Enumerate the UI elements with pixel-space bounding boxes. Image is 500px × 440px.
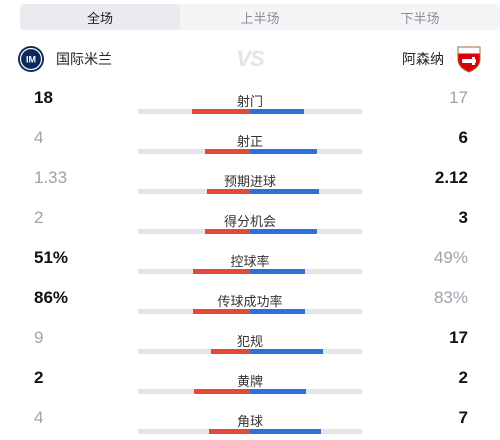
away-stat-bar-track: [250, 149, 362, 154]
away-stat-value: 7: [458, 408, 468, 427]
away-team-name: 阿森纳: [402, 51, 444, 67]
home-stat-bar: [206, 189, 250, 194]
home-stat-value: 9: [34, 328, 44, 347]
home-stat-value: 2: [34, 368, 44, 387]
away-stat-bar-track: [250, 389, 362, 394]
stat-row: 2 黄牌 2: [0, 368, 500, 408]
stat-label: 传球成功率: [217, 294, 283, 309]
home-stat-bar: [211, 349, 250, 354]
home-stat-bar-track: [138, 229, 250, 234]
stat-row: 86% 传球成功率 83%: [0, 288, 500, 328]
away-team[interactable]: 阿森纳: [402, 42, 484, 76]
home-stat-value: 2: [34, 208, 44, 227]
away-stat-bar: [250, 429, 322, 434]
home-stat-value: 1.33: [34, 168, 68, 187]
home-stat-bar: [209, 429, 250, 434]
period-tabs: 全场 上半场 下半场: [20, 4, 500, 30]
home-stat-value: 4: [34, 408, 44, 427]
home-stat-bar-track: [138, 349, 250, 354]
away-stat-value: 49%: [433, 248, 468, 267]
home-stat-value: 18: [34, 88, 53, 107]
stat-label: 得分机会: [223, 214, 276, 229]
tab-full-match[interactable]: 全场: [20, 4, 180, 30]
away-stat-value: 3: [458, 208, 468, 227]
away-stat-value: 17: [449, 88, 468, 107]
home-team-name: 国际米兰: [56, 51, 112, 67]
away-stat-bar-track: [250, 109, 362, 114]
tab-second-half[interactable]: 下半场: [400, 10, 440, 26]
away-stat-value: 6: [458, 128, 468, 147]
stat-row: 1.33 预期进球 2.12: [0, 168, 500, 208]
stat-label: 控球率: [230, 254, 270, 269]
inter-milan-crest-icon: IM: [16, 44, 46, 74]
away-stat-bar: [250, 189, 319, 194]
away-stat-bar-track: [250, 309, 362, 314]
stat-label: 黄牌: [236, 374, 263, 389]
stat-row: 18 射门 17: [0, 88, 500, 128]
away-stat-bar: [250, 349, 324, 354]
away-stat-bar-track: [250, 349, 362, 354]
tab-first-half[interactable]: 上半场: [240, 10, 280, 26]
home-stat-bar: [192, 269, 250, 274]
team-header: IM 国际米兰 VS 阿森纳: [16, 42, 484, 76]
vs-mark: VS: [236, 46, 264, 71]
stat-label: 射正: [236, 134, 263, 149]
home-stat-bar-track: [138, 269, 250, 274]
away-stat-value: 2.12: [434, 168, 468, 187]
stat-row: 4 角球 7: [0, 408, 500, 440]
home-stat-value: 4: [34, 128, 44, 147]
stat-row: 2 得分机会 3: [0, 208, 500, 248]
away-stat-bar: [250, 229, 318, 234]
away-stat-value: 2: [458, 368, 468, 387]
away-stat-bar-track: [250, 269, 362, 274]
svg-text:IM: IM: [26, 55, 36, 65]
away-stat-bar-track: [250, 229, 362, 234]
away-stat-bar: [250, 389, 306, 394]
home-team[interactable]: IM 国际米兰: [16, 42, 112, 76]
home-stat-bar-track: [138, 109, 250, 114]
away-stat-bar: [250, 309, 305, 314]
arsenal-crest-icon: [454, 44, 484, 74]
home-stat-bar-track: [138, 149, 250, 154]
stat-row: 9 犯规 17: [0, 328, 500, 368]
home-stat-bar-track: [138, 189, 250, 194]
stat-label: 犯规: [236, 334, 263, 349]
away-stat-bar-track: [250, 189, 362, 194]
home-stat-bar: [193, 309, 250, 314]
stat-label: 射门: [236, 94, 263, 109]
home-stat-bar: [192, 109, 250, 114]
home-stat-bar: [205, 229, 250, 234]
home-stat-bar-track: [138, 309, 250, 314]
stat-row: 4 射正 6: [0, 128, 500, 168]
away-stat-bar: [250, 149, 318, 154]
home-stat-bar-track: [138, 429, 250, 434]
home-stat-value: 86%: [34, 288, 69, 307]
home-stat-value: 51%: [34, 248, 69, 267]
away-stat-bar: [250, 109, 305, 114]
away-stat-bar-track: [250, 429, 362, 434]
away-stat-bar: [250, 269, 305, 274]
stat-label: 预期进球: [223, 174, 276, 189]
home-stat-bar: [194, 389, 250, 394]
away-stat-value: 83%: [433, 288, 468, 307]
away-stat-value: 17: [449, 328, 468, 347]
stat-row: 51% 控球率 49%: [0, 248, 500, 288]
stat-label: 角球: [236, 414, 263, 429]
home-stat-bar-track: [138, 389, 250, 394]
home-stat-bar: [205, 149, 250, 154]
